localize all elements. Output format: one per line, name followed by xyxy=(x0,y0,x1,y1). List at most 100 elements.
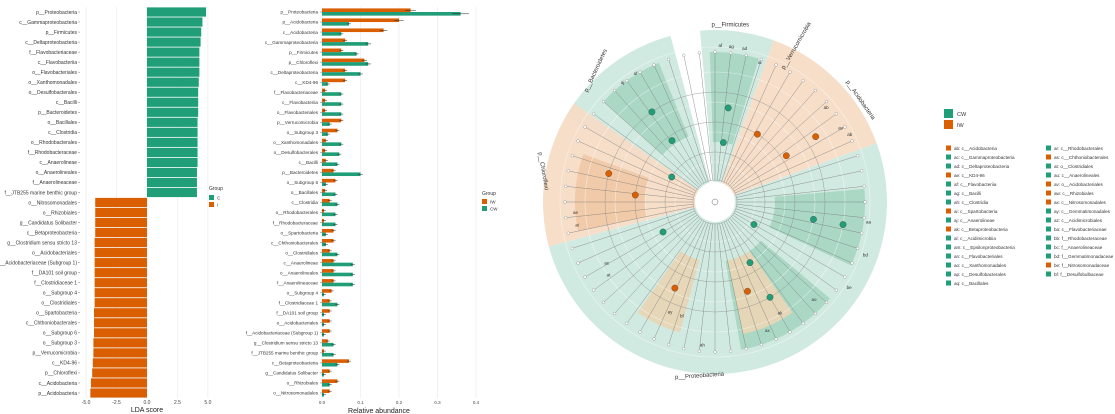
leaf-node xyxy=(564,184,568,188)
abundance-bar-iw xyxy=(322,329,330,333)
lda-bar xyxy=(147,107,199,117)
clade-node xyxy=(812,133,819,140)
abundance-bar-cw xyxy=(322,192,336,197)
abundance-bar-iw xyxy=(322,128,338,133)
abundance-label: f__Flavobacteriaceae xyxy=(274,90,318,95)
taxa-legend-swatch xyxy=(1046,226,1051,232)
branch xyxy=(727,80,804,185)
branch xyxy=(699,52,713,181)
branch xyxy=(723,64,777,182)
leaf-node xyxy=(566,231,570,235)
taxa-legend-swatch xyxy=(1046,208,1051,214)
leaf-node xyxy=(860,231,864,235)
leaf-node xyxy=(592,288,596,292)
taxa-legend-label: bd: f__Gemmatimonadaceae xyxy=(1054,254,1114,259)
leaf-node xyxy=(850,261,854,265)
leaf-node xyxy=(564,216,568,220)
lda-bar xyxy=(95,197,147,208)
lda-bar xyxy=(147,37,201,47)
lda-bar xyxy=(147,187,197,198)
leaf-node xyxy=(713,350,717,354)
lda-bar xyxy=(90,388,147,398)
abundance-label: o__Bacillales xyxy=(291,190,319,195)
lda-bar xyxy=(147,17,203,27)
branch xyxy=(727,219,804,324)
abundance-label: g__Candidatus Solibacter xyxy=(265,371,318,376)
lda-bar xyxy=(147,97,199,107)
taxa-legend-swatch xyxy=(946,190,951,196)
branch xyxy=(736,170,862,198)
leaf-node xyxy=(813,88,817,93)
leaf-node xyxy=(834,288,838,292)
abundance-label: c__Clostridia xyxy=(291,200,318,205)
branch xyxy=(723,222,777,340)
leaf-node xyxy=(856,154,860,158)
branch xyxy=(731,101,827,188)
abundance-bar-iw xyxy=(322,249,330,253)
abundance-bar-cw xyxy=(322,252,338,257)
abundance-bar-cw xyxy=(322,22,349,26)
lda-label: o__Clostridiales xyxy=(41,301,77,307)
lda-label: p__Proteobacteria xyxy=(36,10,77,16)
taxa-legend-swatch xyxy=(946,235,951,241)
lda-bar xyxy=(147,177,197,188)
branch xyxy=(639,220,705,333)
branch xyxy=(721,222,762,345)
abundance-legend-title: Group xyxy=(482,191,496,197)
leaf-node xyxy=(850,139,854,143)
abundance-bar-cw xyxy=(322,82,328,86)
clade-node xyxy=(746,259,754,266)
taxa-legend-swatch xyxy=(1046,163,1051,169)
clade-code-label: ai xyxy=(575,222,579,227)
abundance-bar-iw xyxy=(322,279,334,283)
branch xyxy=(735,155,858,196)
taxa-legend-swatch xyxy=(1046,244,1051,250)
branch xyxy=(584,126,697,192)
leaf-node xyxy=(601,300,606,304)
clade-node xyxy=(754,130,761,138)
leaf-node xyxy=(601,100,606,104)
abundance-legend-swatch xyxy=(482,206,487,211)
taxa-legend-swatch xyxy=(946,208,951,214)
branch xyxy=(593,113,698,190)
abundance-label: f__JTB255 marine benthic group xyxy=(251,351,318,356)
taxa-legend-label: az: c__Acidimicrobiales xyxy=(1054,218,1103,223)
abundance-bar-cw xyxy=(322,222,336,227)
taxa-legend-label: al: c__Acidimicrobiia xyxy=(954,236,996,241)
taxa-legend-label: as: c__Chthoniobacterales xyxy=(1054,155,1109,160)
abundance-bar-cw xyxy=(322,202,338,207)
lda-label: o__Rhodobacterales xyxy=(31,140,78,146)
taxa-legend-swatch xyxy=(1046,145,1051,151)
lda-bar xyxy=(147,67,200,77)
lda-bar xyxy=(94,258,147,268)
clade-acidobacteria xyxy=(728,78,877,196)
branch xyxy=(626,219,703,324)
leaf-node xyxy=(682,53,686,57)
lda-label: p__Verrucomicrobia xyxy=(33,351,78,357)
taxa-legend-label: ae: c__KD4-96 xyxy=(954,173,985,178)
subclade xyxy=(769,188,865,266)
abundance-legend-swatch xyxy=(482,199,487,204)
lda-bar xyxy=(147,157,198,168)
root-node xyxy=(711,198,719,206)
abundance-bar-iw xyxy=(322,228,334,233)
abundance-bar-iw xyxy=(322,68,346,73)
abundance-bar-cw xyxy=(322,162,338,167)
taxa-legend-label: av: o__Acidobacteriales xyxy=(1054,182,1103,187)
lda-label: o__Subgroup 3 xyxy=(43,341,77,347)
branch xyxy=(577,210,695,264)
abundance-label: p__Proteobacteria xyxy=(280,10,318,15)
lda-label: o__Anaerolineales xyxy=(36,170,78,176)
lda-xtick-label: 2.5 xyxy=(174,400,181,406)
clade-node xyxy=(631,191,639,199)
clade-node xyxy=(668,137,676,144)
leaf-node xyxy=(834,112,838,116)
subclade xyxy=(709,52,759,145)
lda-label: o__Desulfobacterales xyxy=(29,90,78,96)
taxa-legend-label: ad: c__Deltaproteobacteria xyxy=(954,164,1010,169)
clade-code-label: af xyxy=(719,43,724,48)
abundance-xtick-label: 0.1 xyxy=(357,400,364,405)
taxa-legend-swatch xyxy=(946,181,951,187)
lda-bar xyxy=(93,348,147,358)
branch xyxy=(735,140,853,194)
